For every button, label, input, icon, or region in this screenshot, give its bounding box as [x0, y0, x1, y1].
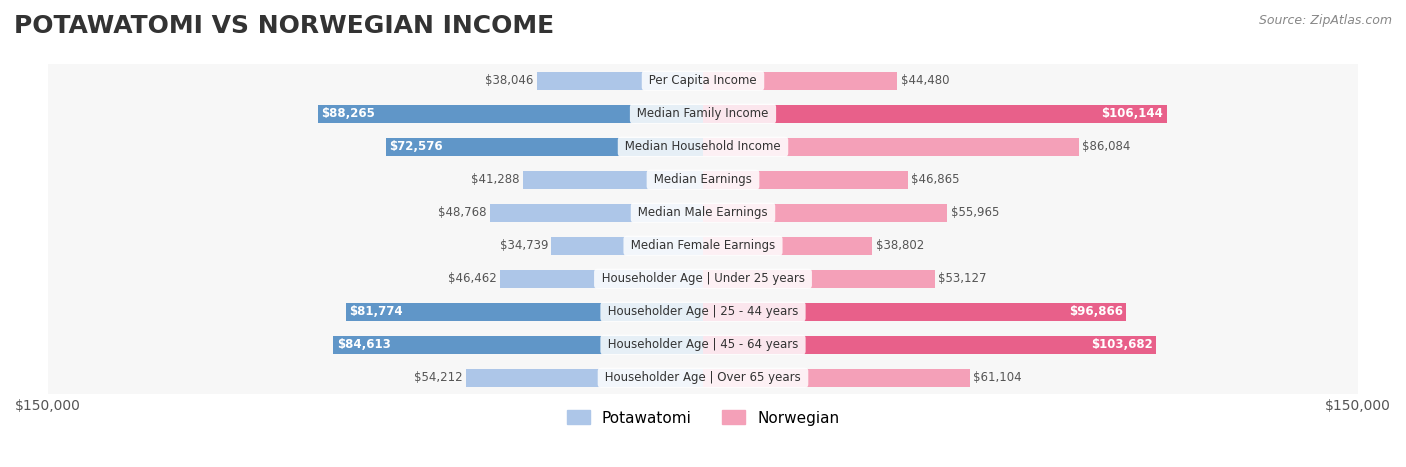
Bar [48, 196, 1358, 229]
Bar [703, 170, 908, 189]
Text: Householder Age | Under 25 years: Householder Age | Under 25 years [598, 272, 808, 285]
Bar [48, 361, 1358, 394]
Text: $86,084: $86,084 [1083, 140, 1130, 153]
Text: POTAWATOMI VS NORWEGIAN INCOME: POTAWATOMI VS NORWEGIAN INCOME [14, 14, 554, 38]
Bar [387, 138, 703, 156]
Text: $55,965: $55,965 [950, 206, 1000, 219]
Text: $53,127: $53,127 [938, 272, 987, 285]
Bar [703, 204, 948, 222]
Text: $106,144: $106,144 [1101, 107, 1163, 120]
Bar [333, 336, 703, 354]
Bar [48, 328, 1358, 361]
Bar [318, 105, 703, 123]
Text: $81,774: $81,774 [349, 305, 402, 318]
Text: Per Capita Income: Per Capita Income [645, 74, 761, 87]
Text: $34,739: $34,739 [499, 239, 548, 252]
Bar [523, 170, 703, 189]
Bar [703, 303, 1126, 321]
Legend: Potawatomi, Norwegian: Potawatomi, Norwegian [561, 404, 845, 432]
Bar [537, 71, 703, 90]
Text: Median Male Earnings: Median Male Earnings [634, 206, 772, 219]
Text: Median Earnings: Median Earnings [650, 173, 756, 186]
Text: Median Female Earnings: Median Female Earnings [627, 239, 779, 252]
Text: $96,866: $96,866 [1069, 305, 1123, 318]
Text: $38,802: $38,802 [876, 239, 924, 252]
Bar [48, 295, 1358, 328]
Bar [551, 237, 703, 255]
Bar [703, 237, 873, 255]
Text: $38,046: $38,046 [485, 74, 533, 87]
Bar [48, 97, 1358, 130]
Bar [703, 105, 1167, 123]
Bar [48, 262, 1358, 295]
Bar [48, 163, 1358, 196]
Bar [48, 130, 1358, 163]
Text: Median Family Income: Median Family Income [634, 107, 772, 120]
Bar [346, 303, 703, 321]
Text: $61,104: $61,104 [973, 371, 1022, 384]
Bar [501, 269, 703, 288]
Text: $72,576: $72,576 [389, 140, 443, 153]
Text: $88,265: $88,265 [321, 107, 374, 120]
Text: $54,212: $54,212 [415, 371, 463, 384]
Text: $41,288: $41,288 [471, 173, 519, 186]
Text: Householder Age | 45 - 64 years: Householder Age | 45 - 64 years [605, 338, 801, 351]
Text: $48,768: $48,768 [439, 206, 486, 219]
Text: $84,613: $84,613 [337, 338, 391, 351]
Bar [491, 204, 703, 222]
Text: $44,480: $44,480 [900, 74, 949, 87]
Bar [703, 138, 1078, 156]
Bar [48, 64, 1358, 97]
Text: Householder Age | Over 65 years: Householder Age | Over 65 years [602, 371, 804, 384]
Bar [703, 269, 935, 288]
Text: $103,682: $103,682 [1091, 338, 1153, 351]
Text: $46,462: $46,462 [449, 272, 496, 285]
Bar [48, 229, 1358, 262]
Text: $46,865: $46,865 [911, 173, 959, 186]
Text: Source: ZipAtlas.com: Source: ZipAtlas.com [1258, 14, 1392, 27]
Bar [703, 368, 970, 387]
Bar [703, 71, 897, 90]
Text: Householder Age | 25 - 44 years: Householder Age | 25 - 44 years [605, 305, 801, 318]
Bar [467, 368, 703, 387]
Bar [703, 336, 1156, 354]
Text: Median Household Income: Median Household Income [621, 140, 785, 153]
